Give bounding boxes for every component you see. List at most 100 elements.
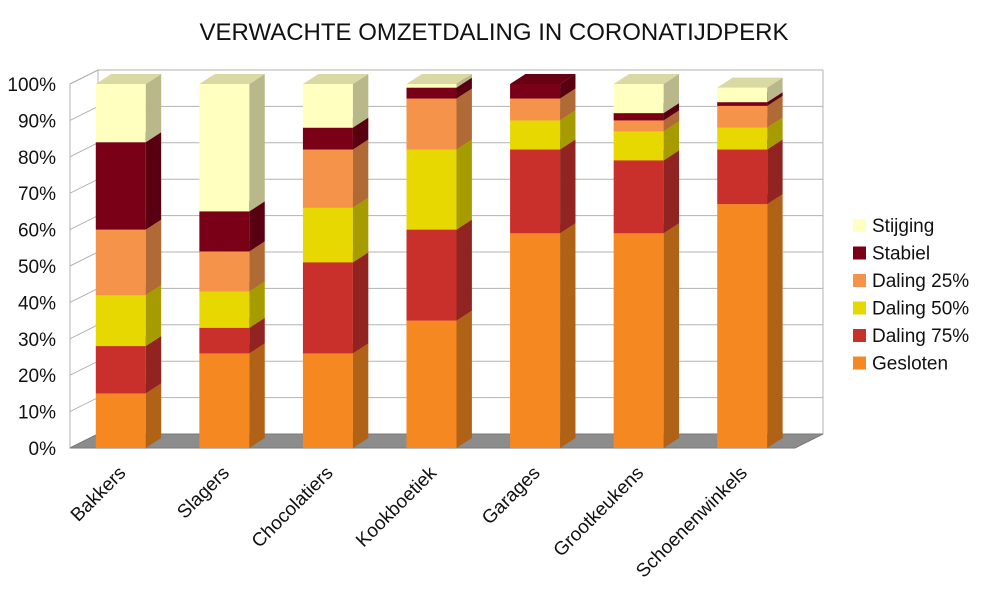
bar-front (613, 131, 664, 161)
bar-top (95, 73, 162, 84)
chart-title: VERWACHTE OMZETDALING IN CORONATIJDPERK (200, 19, 789, 46)
bar-side (352, 117, 369, 150)
legend-swatch (853, 329, 866, 342)
bar-side (767, 95, 783, 128)
bar-front (302, 262, 353, 354)
bar-side (249, 201, 265, 252)
bar-segment-kookboetiek-daling-75- (406, 219, 472, 321)
bar-front (613, 84, 664, 114)
legend-swatch (853, 219, 866, 232)
bar-side (145, 219, 162, 296)
x-tick-label: Bakkers (67, 463, 130, 526)
bar-segment-grootkeukens-stijging (613, 73, 680, 114)
bar-side (145, 336, 162, 394)
legend-swatch (853, 356, 866, 370)
bar-segment-schoenenwinkels-gesloten (717, 194, 783, 448)
legend-label: Daling 25% (872, 271, 969, 292)
bar-segment-bakkers-stabiel (95, 132, 162, 230)
y-tick-label: 30% (18, 330, 56, 351)
bar-side (663, 121, 680, 161)
x-tick-label: Grootkeukens (550, 463, 648, 561)
bar-side (663, 110, 680, 132)
bar-side (560, 73, 576, 99)
bar-side (560, 223, 576, 448)
legend-swatch (853, 246, 866, 260)
bar-side (352, 73, 369, 128)
bar-segment-bakkers-stijging (95, 73, 162, 143)
bar-side (767, 194, 783, 448)
y-tick-label: 0% (29, 439, 57, 460)
bar-front (613, 113, 664, 121)
bar-side (560, 88, 576, 121)
bar-segment-garages-gesloten (510, 223, 576, 448)
bar-side (352, 139, 369, 208)
y-tick-label: 100% (7, 75, 56, 96)
bar-front (717, 204, 768, 448)
legend-label: Daling 50% (872, 299, 969, 320)
bar-side (249, 241, 265, 292)
bar-segment-slagers-gesloten (199, 343, 265, 448)
bar-side (767, 139, 783, 205)
x-tick-label: Chocolatiers (248, 463, 338, 553)
legend-swatch (853, 301, 866, 315)
bar-side (456, 219, 472, 321)
legend-label: Gesloten (872, 354, 948, 375)
bar-side (249, 317, 265, 354)
bar-top (717, 77, 783, 88)
bar-segment-grootkeukens-daling-75- (613, 150, 680, 234)
bar-side (767, 77, 783, 103)
legend-swatch (853, 274, 866, 287)
x-tick-label: Slagers (173, 463, 233, 523)
bar-side (663, 73, 680, 114)
y-tick-label: 90% (18, 111, 56, 132)
bar-side (145, 383, 162, 448)
bar-front (302, 127, 353, 150)
bar-front (95, 229, 146, 296)
bar-side (456, 77, 472, 99)
bar-front (613, 160, 664, 234)
bar-front (510, 120, 561, 150)
bar-top (613, 73, 680, 84)
bar-front (199, 211, 250, 252)
bar-front (510, 84, 561, 99)
bar-side (456, 139, 472, 230)
bar-front (717, 102, 768, 106)
bar-top (302, 73, 369, 84)
x-tick-label: Garages (478, 463, 544, 529)
bar-front (302, 207, 353, 263)
bar-front (717, 127, 768, 150)
y-tick-label: 70% (18, 184, 56, 205)
bar-side (352, 197, 369, 263)
legend-label: Stijging (872, 216, 934, 237)
bar-side (145, 285, 162, 347)
bar-side (249, 343, 265, 448)
bar-front (510, 98, 561, 121)
y-tick-label: 60% (18, 221, 56, 242)
bar-side (663, 103, 680, 121)
x-tick-label: Kookboetiek (352, 462, 441, 551)
bar-segment-chocolatiers-gesloten (302, 343, 369, 448)
gridline (69, 69, 823, 85)
bar-side (145, 73, 162, 143)
bar-front (302, 84, 353, 128)
bar-segment-kookboetiek-daling-50- (406, 139, 472, 230)
bar-front (613, 233, 664, 448)
x-tick-label: Schoenenwinkels (632, 463, 751, 582)
bar-segment-schoenenwinkels-stijging (717, 77, 783, 103)
bar-front (406, 320, 457, 448)
bar-front (717, 149, 768, 205)
bar-front (95, 142, 146, 230)
bar-front (199, 353, 250, 448)
bar-side (456, 310, 472, 448)
bar-side (663, 223, 680, 448)
bar-front (95, 84, 146, 143)
bar-segment-chocolatiers-daling-75- (302, 252, 369, 354)
legend-label: Daling 75% (872, 326, 969, 347)
bar-front (613, 120, 664, 132)
y-tick-label: 10% (18, 403, 56, 424)
bar-side (456, 88, 472, 150)
bar-side (560, 110, 576, 150)
bar-segment-garages-daling-75- (510, 139, 576, 234)
